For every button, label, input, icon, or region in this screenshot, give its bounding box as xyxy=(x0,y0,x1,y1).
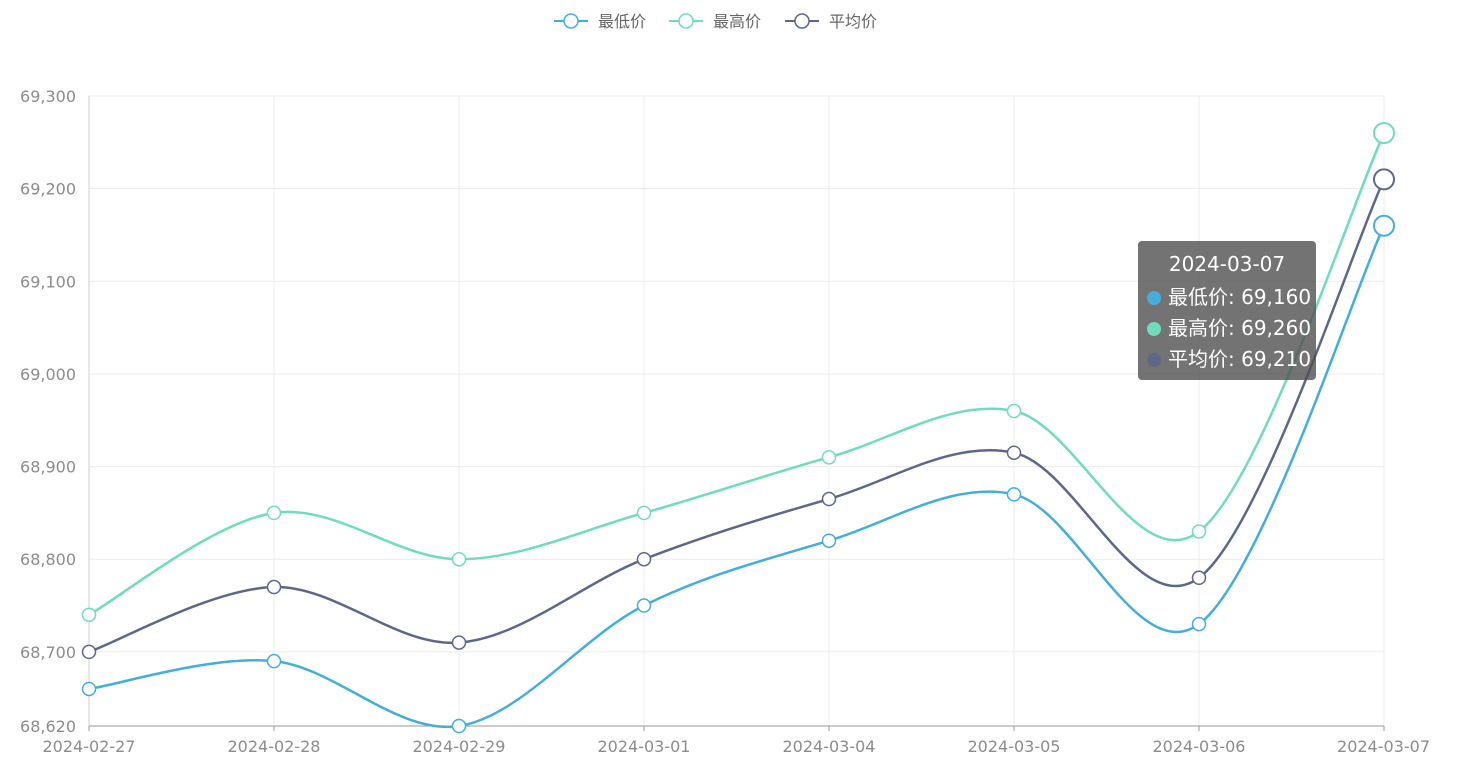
data-point-min[interactable] xyxy=(1191,616,1207,632)
data-point-avg[interactable] xyxy=(266,579,282,595)
data-point-avg[interactable] xyxy=(1191,570,1207,586)
series-avg xyxy=(81,168,1395,660)
tooltip-title: 2024-03-07 xyxy=(1168,252,1286,276)
legend-item-min[interactable]: 最低价 xyxy=(554,12,646,31)
tooltip-label-min: 最低价: 69,160 xyxy=(1168,285,1312,309)
legend-item-max[interactable]: 最高价 xyxy=(669,12,761,31)
y-tick-label: 69,300 xyxy=(20,87,76,106)
tooltip: 2024-03-07 最低价: 69,160 最高价: 69,260 平均价: … xyxy=(1138,241,1316,380)
series-max xyxy=(81,122,1395,623)
data-point-max[interactable] xyxy=(451,551,467,567)
data-point-min[interactable] xyxy=(636,598,652,613)
data-point-avg[interactable] xyxy=(81,644,97,660)
tooltip-dot-min xyxy=(1147,291,1161,305)
legend-item-avg[interactable]: 平均价 xyxy=(785,12,877,31)
legend-marker-icon xyxy=(563,13,579,29)
data-point-min[interactable] xyxy=(451,718,467,734)
data-point-max[interactable] xyxy=(821,450,837,465)
legend-label: 平均价 xyxy=(829,12,877,31)
data-point-min[interactable] xyxy=(1373,214,1395,237)
series-line-min xyxy=(88,225,1386,729)
data-point-avg[interactable] xyxy=(1006,445,1022,460)
tooltip-dot-avg xyxy=(1147,353,1161,367)
legend-marker-icon xyxy=(678,13,694,29)
data-point-avg[interactable] xyxy=(636,551,652,567)
data-point-max[interactable] xyxy=(636,505,652,521)
data-point-min[interactable] xyxy=(1006,487,1022,502)
x-tick-label: 2024-03-01 xyxy=(598,737,691,756)
y-tick-label: 69,000 xyxy=(20,365,76,384)
x-tick-label: 2024-03-05 xyxy=(968,737,1061,756)
x-tick-label: 2024-03-07 xyxy=(1337,737,1430,756)
legend-marker-icon xyxy=(794,13,810,29)
data-point-avg[interactable] xyxy=(1373,168,1395,191)
tooltip-row-min: 最低价: 69,160 xyxy=(1147,282,1316,313)
data-point-max[interactable] xyxy=(1373,122,1395,145)
series-layer xyxy=(81,122,1395,734)
data-point-max[interactable] xyxy=(266,505,282,521)
tooltip-label-avg: 平均价: 69,210 xyxy=(1168,347,1312,371)
data-point-avg[interactable] xyxy=(821,491,837,507)
series-line-avg xyxy=(88,178,1386,654)
legend[interactable]: 最低价 最高价 平均价 xyxy=(554,12,877,31)
legend-label: 最高价 xyxy=(713,12,761,31)
tooltip-dot-max xyxy=(1147,322,1161,336)
grid-lines xyxy=(89,95,1385,726)
y-tick-label: 68,620 xyxy=(20,717,76,736)
x-tick-label: 2024-03-04 xyxy=(783,737,876,756)
series-min xyxy=(81,214,1395,734)
x-tick-label: 2024-02-29 xyxy=(413,737,506,756)
tooltip-row-avg: 平均价: 69,210 xyxy=(1147,344,1316,375)
y-axis-ticks: 68,620 68,700 68,800 68,900 69,000 69,100 69,2… xyxy=(20,87,76,736)
data-point-max[interactable] xyxy=(1191,524,1207,539)
data-point-min[interactable] xyxy=(81,681,97,697)
x-tick-label: 2024-02-28 xyxy=(228,737,321,756)
tooltip-row-max: 最高价: 69,260 xyxy=(1147,313,1316,344)
axes xyxy=(88,96,1385,731)
x-tick-label: 2024-02-27 xyxy=(43,737,136,756)
x-axis-ticks: 2024-02-27 2024-02-28 2024-02-29 2024-03-01… xyxy=(43,737,1430,756)
tooltip-label-max: 最高价: 69,260 xyxy=(1168,316,1312,340)
x-tick-label: 2024-03-06 xyxy=(1153,737,1246,756)
data-point-max[interactable] xyxy=(81,607,97,623)
y-tick-label: 68,900 xyxy=(20,458,76,477)
legend-label: 最低价 xyxy=(598,12,646,31)
y-tick-label: 69,200 xyxy=(20,180,76,199)
data-point-max[interactable] xyxy=(1006,403,1022,419)
y-tick-label: 68,700 xyxy=(20,643,76,662)
data-point-min[interactable] xyxy=(266,653,282,669)
y-tick-label: 69,100 xyxy=(20,272,76,291)
data-point-avg[interactable] xyxy=(451,635,467,650)
series-line-max xyxy=(88,132,1386,616)
data-point-min[interactable] xyxy=(821,533,837,548)
y-tick-label: 68,800 xyxy=(20,550,76,569)
